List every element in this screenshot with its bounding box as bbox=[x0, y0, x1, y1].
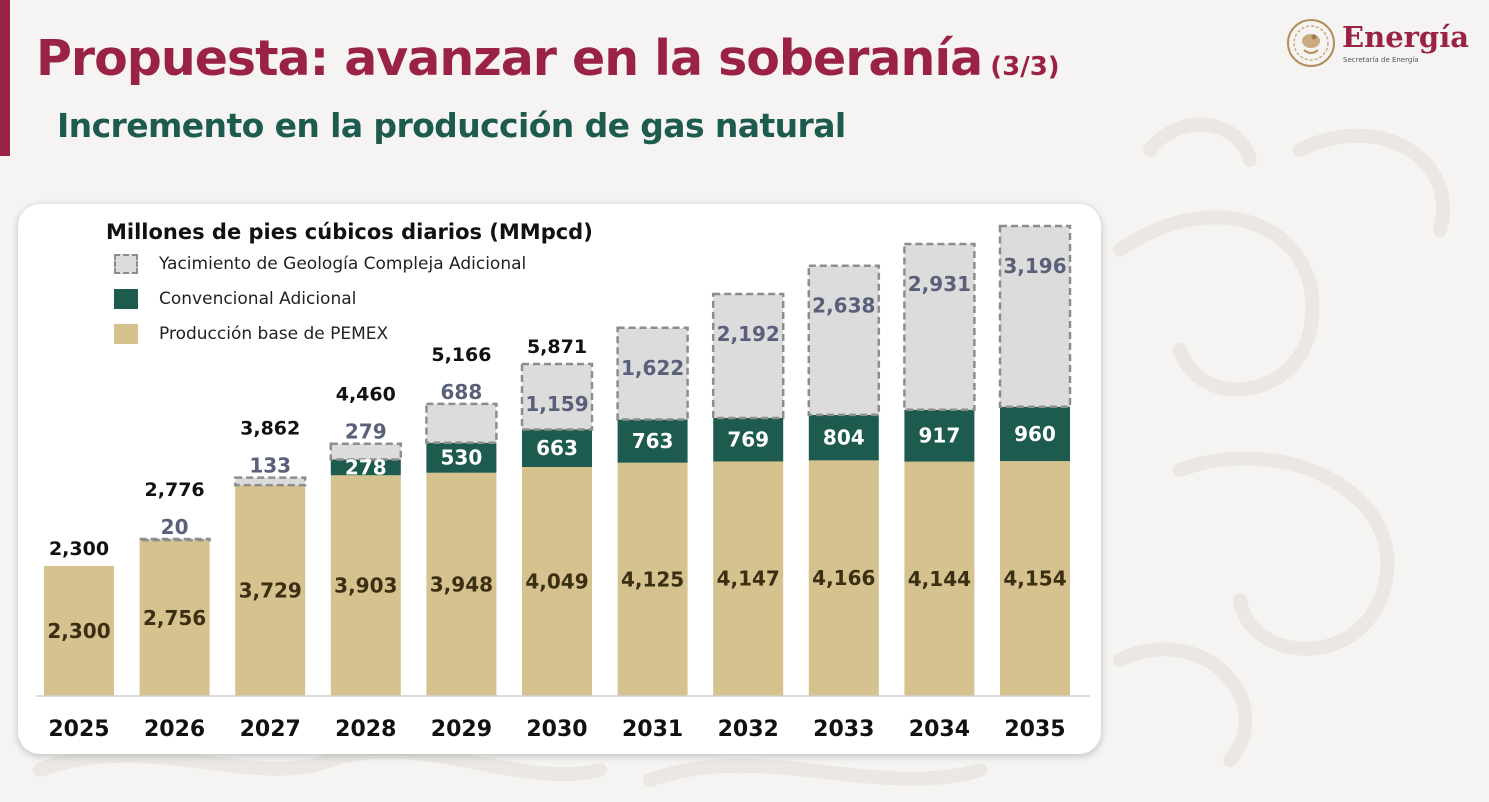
accent-bar bbox=[0, 0, 10, 156]
x-tick-label-2025: 2025 bbox=[48, 717, 109, 742]
logo-name: Energía bbox=[1342, 20, 1470, 54]
bar-complex-2026 bbox=[138, 537, 211, 542]
total-label-2025: 2,300 bbox=[49, 538, 109, 560]
bar-conventional-2035 bbox=[1000, 406, 1070, 462]
bar-complex-2032 bbox=[711, 292, 785, 420]
x-tick-label-2028: 2028 bbox=[335, 717, 396, 742]
data-label-complex-2030: 1,159 bbox=[525, 392, 588, 416]
page-subtitle: Incremento en la producción de gas natur… bbox=[57, 106, 846, 145]
legend-label-complex: Yacimiento de Geología Compleja Adiciona… bbox=[159, 254, 527, 274]
bar-conventional-2032 bbox=[713, 417, 784, 462]
data-label-complex-2033: 2,638 bbox=[812, 294, 875, 318]
data-label-base-2029: 3,948 bbox=[430, 572, 493, 596]
bar-complex-2030 bbox=[520, 362, 594, 431]
bar-complex-2035 bbox=[998, 224, 1072, 409]
coat-of-arms-icon bbox=[1287, 19, 1335, 67]
data-label-base-2027: 3,729 bbox=[239, 579, 302, 603]
bar-conventional-2030 bbox=[522, 429, 592, 467]
stacked-bar-chart: 2,300 2,300 2025 2,756 20 2,776 2026 3,729 133 3,… bbox=[36, 224, 1090, 742]
total-label-2029: 5,166 bbox=[431, 344, 491, 366]
x-tick-label-2030: 2030 bbox=[526, 717, 587, 742]
x-tick-label-2035: 2035 bbox=[1004, 717, 1065, 742]
bar-complex-2029 bbox=[425, 402, 498, 444]
page-title-part: (3/3) bbox=[990, 52, 1060, 82]
bar-base-2029 bbox=[426, 472, 497, 696]
bar-base-2026 bbox=[139, 540, 210, 696]
bar-complex-2028 bbox=[329, 442, 403, 461]
data-label-complex-2031: 1,622 bbox=[621, 356, 684, 380]
data-label-complex-2034: 2,931 bbox=[908, 272, 971, 296]
bar-base-2034 bbox=[904, 461, 975, 696]
x-tick-label-2033: 2033 bbox=[813, 717, 874, 742]
total-label-2027: 3,862 bbox=[240, 418, 300, 440]
legend-swatch-complex bbox=[114, 254, 138, 274]
data-label-base-2035: 4,154 bbox=[1003, 567, 1066, 591]
data-label-conventional-2033: 804 bbox=[823, 426, 865, 450]
x-tick-label-2031: 2031 bbox=[622, 717, 683, 742]
bar-complex-2027 bbox=[233, 476, 307, 487]
page-title-text: Propuesta: avanzar en la soberanía bbox=[36, 30, 983, 87]
bar-base-2025 bbox=[44, 565, 114, 696]
logo-subtitle: Secretaría de Energía bbox=[1343, 56, 1419, 64]
bar-base-2032 bbox=[713, 461, 784, 696]
x-tick-label-2026: 2026 bbox=[144, 717, 205, 742]
x-tick-label-2034: 2034 bbox=[909, 717, 970, 742]
bar-conventional-2033 bbox=[808, 414, 879, 461]
x-tick-label-2032: 2032 bbox=[718, 717, 779, 742]
bar-conventional-2028 bbox=[330, 459, 401, 476]
data-label-base-2032: 4,147 bbox=[717, 567, 780, 591]
data-label-conventional-2030: 663 bbox=[536, 436, 578, 460]
data-label-base-2034: 4,144 bbox=[908, 567, 971, 591]
total-label-2030: 5,871 bbox=[527, 336, 587, 358]
bar-conventional-2034 bbox=[904, 409, 975, 462]
legend-label-base: Producción base de PEMEX bbox=[159, 324, 389, 344]
data-label-complex-2029: 688 bbox=[441, 380, 483, 404]
bar-base-2031 bbox=[617, 462, 688, 696]
data-label-conventional-2031: 763 bbox=[632, 429, 674, 453]
total-label-2026: 2,776 bbox=[145, 479, 205, 501]
data-label-complex-2032: 2,192 bbox=[717, 322, 780, 346]
bar-complex-2033 bbox=[807, 264, 881, 417]
data-label-complex-2027: 133 bbox=[249, 454, 291, 478]
legend-swatch-base bbox=[114, 324, 138, 344]
data-label-base-2025: 2,300 bbox=[47, 619, 110, 643]
data-label-conventional-2032: 769 bbox=[727, 428, 769, 452]
total-label-2028: 4,460 bbox=[336, 384, 396, 406]
legend-swatch-conventional bbox=[114, 289, 138, 309]
bar-complex-2034 bbox=[903, 242, 976, 412]
bar-base-2028 bbox=[330, 475, 401, 696]
data-label-base-2033: 4,166 bbox=[812, 566, 875, 590]
energia-logo: Energía Secretaría de Energía bbox=[1286, 18, 1476, 70]
data-label-base-2031: 4,125 bbox=[621, 567, 684, 591]
x-tick-label-2029: 2029 bbox=[431, 717, 492, 742]
bar-base-2030 bbox=[522, 466, 592, 696]
data-label-conventional-2029: 530 bbox=[441, 446, 483, 470]
legend-label-conventional: Convencional Adicional bbox=[159, 289, 357, 309]
data-label-base-2026: 2,756 bbox=[143, 606, 206, 630]
chart-card: 2,300 2,300 2025 2,756 20 2,776 2026 3,729 133 3,… bbox=[18, 204, 1101, 754]
bar-conventional-2029 bbox=[426, 442, 497, 473]
data-label-complex-2026: 20 bbox=[161, 515, 189, 539]
x-tick-label-2027: 2027 bbox=[240, 717, 301, 742]
bar-base-2033 bbox=[808, 460, 879, 696]
bar-complex-2031 bbox=[616, 326, 689, 421]
data-label-complex-2028: 279 bbox=[345, 420, 387, 444]
chart-title: Millones de pies cúbicos diarios (MMpcd) bbox=[106, 220, 593, 244]
page-title: Propuesta: avanzar en la soberanía (3/3) bbox=[36, 30, 1060, 87]
bar-base-2027 bbox=[235, 485, 306, 696]
data-label-conventional-2035: 960 bbox=[1014, 422, 1056, 446]
data-label-base-2028: 3,903 bbox=[334, 574, 397, 598]
data-label-conventional-2028: 278 bbox=[345, 455, 387, 479]
data-label-conventional-2034: 917 bbox=[919, 424, 961, 448]
data-label-complex-2035: 3,196 bbox=[1003, 254, 1066, 278]
bar-base-2035 bbox=[1000, 461, 1070, 696]
bar-conventional-2031 bbox=[617, 419, 688, 463]
data-label-base-2030: 4,049 bbox=[525, 569, 588, 593]
